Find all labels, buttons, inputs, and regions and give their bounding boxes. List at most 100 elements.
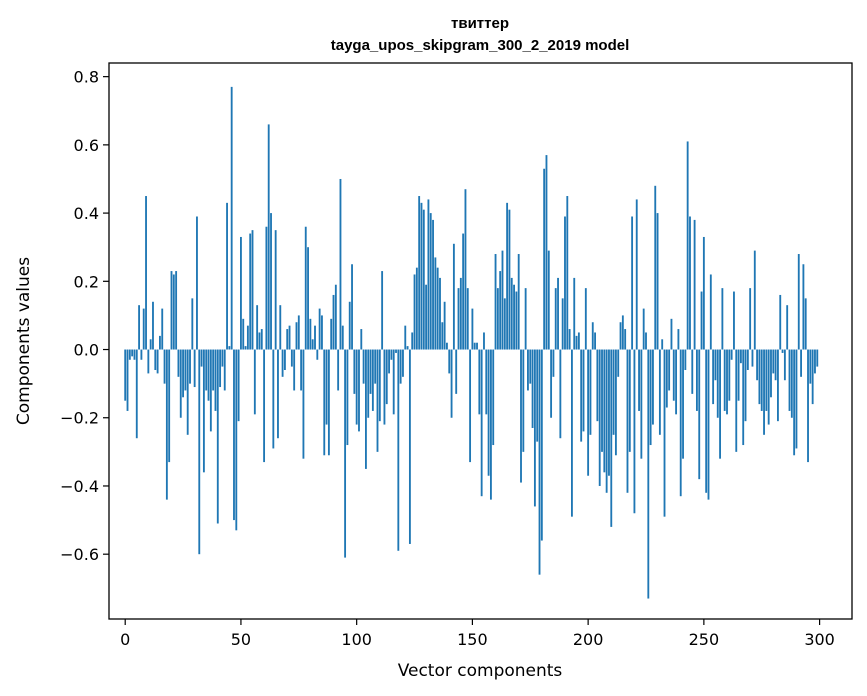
bar-25 xyxy=(182,349,184,398)
bar-121 xyxy=(404,325,407,350)
bar-139 xyxy=(446,342,448,350)
bar-277 xyxy=(765,349,768,411)
bar-219 xyxy=(631,216,634,350)
bar-132 xyxy=(429,213,432,350)
bar-98 xyxy=(351,264,353,350)
bar-259 xyxy=(723,349,726,411)
bar-85 xyxy=(321,315,323,350)
bar-63 xyxy=(270,213,272,350)
bar-52 xyxy=(244,346,247,350)
bar-69 xyxy=(283,349,286,370)
bar-116 xyxy=(392,349,395,415)
y-tick-label: −0.2 xyxy=(60,409,99,428)
bar-53 xyxy=(246,325,249,350)
bar-196 xyxy=(577,332,580,350)
bar-105 xyxy=(367,349,370,418)
bar-93 xyxy=(339,178,342,350)
bar-280 xyxy=(772,349,775,374)
bar-293 xyxy=(802,264,805,350)
bar-229 xyxy=(654,185,657,350)
bar-80 xyxy=(309,318,312,350)
bar-233 xyxy=(663,349,666,517)
bar-152 xyxy=(476,342,478,350)
bar-176 xyxy=(531,349,534,428)
bar-294 xyxy=(804,298,807,350)
bar-44 xyxy=(226,202,228,350)
bar-10 xyxy=(147,349,150,374)
bar-247 xyxy=(695,349,698,411)
bar-138 xyxy=(443,301,446,350)
bar-158 xyxy=(489,349,492,500)
bar-97 xyxy=(348,301,351,350)
bar-245 xyxy=(691,349,694,394)
bar-165 xyxy=(506,202,509,350)
bar-41 xyxy=(219,349,222,388)
bar-204 xyxy=(596,349,599,422)
bar-173 xyxy=(524,288,527,350)
bar-57 xyxy=(256,305,259,350)
bar-281 xyxy=(774,349,777,381)
bar-222 xyxy=(638,349,640,411)
x-tick-label: 250 xyxy=(689,630,720,649)
bar-288 xyxy=(790,349,793,418)
x-axis-label: Vector components xyxy=(398,661,563,681)
bar-268 xyxy=(744,349,747,422)
bar-136 xyxy=(439,277,441,350)
bar-12 xyxy=(152,301,154,350)
bar-153 xyxy=(478,349,481,415)
bar-171 xyxy=(520,349,522,483)
bar-19 xyxy=(168,349,171,463)
bar-215 xyxy=(621,315,624,350)
y-axis-label: Components values xyxy=(14,257,34,425)
bar-248 xyxy=(698,349,701,480)
bar-82 xyxy=(314,325,316,350)
bar-104 xyxy=(365,349,367,469)
bar-290 xyxy=(795,349,798,449)
bar-169 xyxy=(515,291,518,350)
bar-146 xyxy=(462,233,465,350)
bar-167 xyxy=(510,277,513,350)
bar-230 xyxy=(656,213,659,350)
bar-110 xyxy=(378,349,381,422)
bar-127 xyxy=(418,196,421,350)
bar-102 xyxy=(360,329,363,350)
bar-89 xyxy=(330,318,333,350)
bar-286 xyxy=(786,305,789,350)
bar-198 xyxy=(582,349,585,432)
bar-143 xyxy=(455,349,458,394)
bar-95 xyxy=(344,349,347,558)
bar-84 xyxy=(318,308,321,350)
bar-3 xyxy=(131,349,134,357)
chart-subtitle: tayga_upos_skipgram_300_2_2019 model xyxy=(331,37,630,54)
bar-37 xyxy=(209,349,212,432)
bar-145 xyxy=(459,277,462,350)
bar-103 xyxy=(362,349,365,384)
bar-58 xyxy=(258,332,261,350)
bar-54 xyxy=(249,233,252,350)
x-tick-label: 200 xyxy=(573,630,604,649)
bar-207 xyxy=(603,349,606,473)
bar-224 xyxy=(642,308,645,350)
bar-279 xyxy=(770,349,772,398)
bar-108 xyxy=(374,349,377,384)
bar-209 xyxy=(608,349,610,476)
x-tick-label: 50 xyxy=(231,630,251,649)
bar-168 xyxy=(513,284,515,350)
bar-217 xyxy=(626,349,629,493)
bar-18 xyxy=(165,349,168,500)
bar-163 xyxy=(501,250,504,350)
y-tick-label: −0.4 xyxy=(60,477,99,496)
bar-195 xyxy=(575,335,578,350)
bar-22 xyxy=(175,271,178,350)
bar-74 xyxy=(295,322,298,350)
y-axis-ticks: −0.6 −0.4 −0.2 0.0 0.2 0.4 0.6 0.8 xyxy=(60,68,109,564)
bar-214 xyxy=(619,322,622,350)
bar-33 xyxy=(200,349,203,367)
bar-192 xyxy=(568,329,571,350)
x-tick-label: 150 xyxy=(457,630,488,649)
bar-144 xyxy=(457,288,460,350)
bar-126 xyxy=(415,267,418,350)
bar-189 xyxy=(561,298,564,350)
bar-118 xyxy=(397,349,400,551)
bar-68 xyxy=(281,349,284,377)
